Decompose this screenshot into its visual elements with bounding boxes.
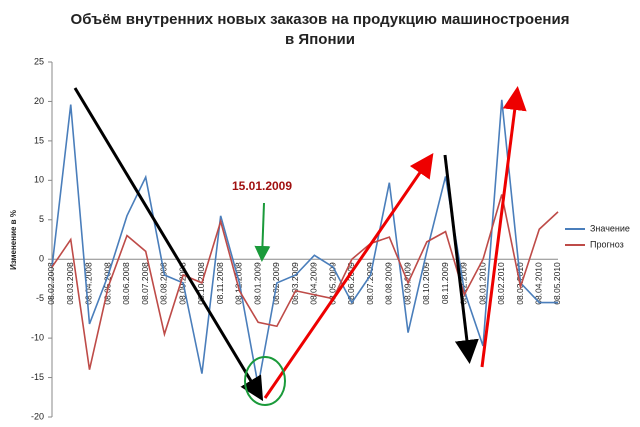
x-tick-label: 08.05.2010 [552, 262, 562, 305]
x-tick-label: 08.11.2008 [215, 262, 225, 304]
y-axis-label: Изменение в % [9, 210, 18, 270]
annotations: 15.01.2009 [73, 86, 527, 406]
x-tick-label: 08.04.2010 [534, 262, 544, 305]
legend-label: Прогноз [590, 239, 624, 249]
plot-area: -20 -15 -10 -5 0 5 10 15 20 25 08.02.2008 08.03.200… [31, 56, 562, 421]
arrow [263, 153, 434, 399]
legend-label: Значение [590, 223, 630, 233]
y-tick-label: 25 [34, 56, 44, 66]
x-tick-label: 08.04.2008 [84, 262, 94, 305]
x-tick-label: 08.05.2008 [102, 262, 112, 305]
y-tick-label: 0 [39, 254, 44, 264]
series-line [51, 99, 558, 386]
x-tick-label: 08.07.2008 [140, 262, 150, 305]
x-tick-label: 08.01.2009 [252, 262, 262, 305]
x-tick-label: 08.04.2009 [309, 262, 319, 305]
x-tick-label: 08.02.2010 [496, 262, 506, 305]
arrow [443, 154, 479, 364]
y-tick-label: -10 [31, 332, 44, 342]
x-tick-label: 08.12.2008 [234, 262, 244, 305]
chart-title: Объём внутренних новых заказов на продук… [71, 11, 570, 28]
y-tick-label: -5 [36, 293, 44, 303]
chart-title: в Японии [285, 31, 355, 48]
y-tick-label: 20 [34, 96, 44, 106]
series-line [51, 194, 559, 370]
x-tick-label: 08.01.2010 [477, 262, 487, 305]
arrow [73, 87, 264, 402]
x-tick-label: 08.10.2009 [421, 262, 431, 305]
y-tick-label: 15 [34, 135, 44, 145]
annotation: 15.01.2009 [232, 179, 292, 193]
arrow [480, 86, 527, 368]
x-tick-label: 08.09.2009 [402, 262, 412, 305]
y-tick-label: 10 [34, 175, 44, 185]
x-tick-label: 08.08.2008 [159, 262, 169, 305]
x-tick-label: 08.06.2008 [121, 262, 131, 305]
x-tick-label: 08.08.2009 [384, 262, 394, 305]
x-tick-label: 08.11.2009 [440, 262, 450, 304]
y-tick-label: 5 [39, 214, 44, 224]
arrow [254, 202, 271, 262]
x-tick-label: 08.05.2009 [327, 262, 337, 305]
x-tick-label: 08.03.2008 [65, 262, 75, 305]
x-tick-label: 08.03.2009 [290, 262, 300, 305]
x-tick-label: 08.07.2009 [365, 262, 375, 305]
y-tick-label: -15 [31, 372, 44, 382]
highlight-circle [244, 356, 286, 406]
x-tick-label: 08.06.2009 [346, 262, 356, 305]
x-tick-label: 08.02.2008 [46, 262, 56, 305]
y-tick-label: -20 [31, 411, 44, 421]
